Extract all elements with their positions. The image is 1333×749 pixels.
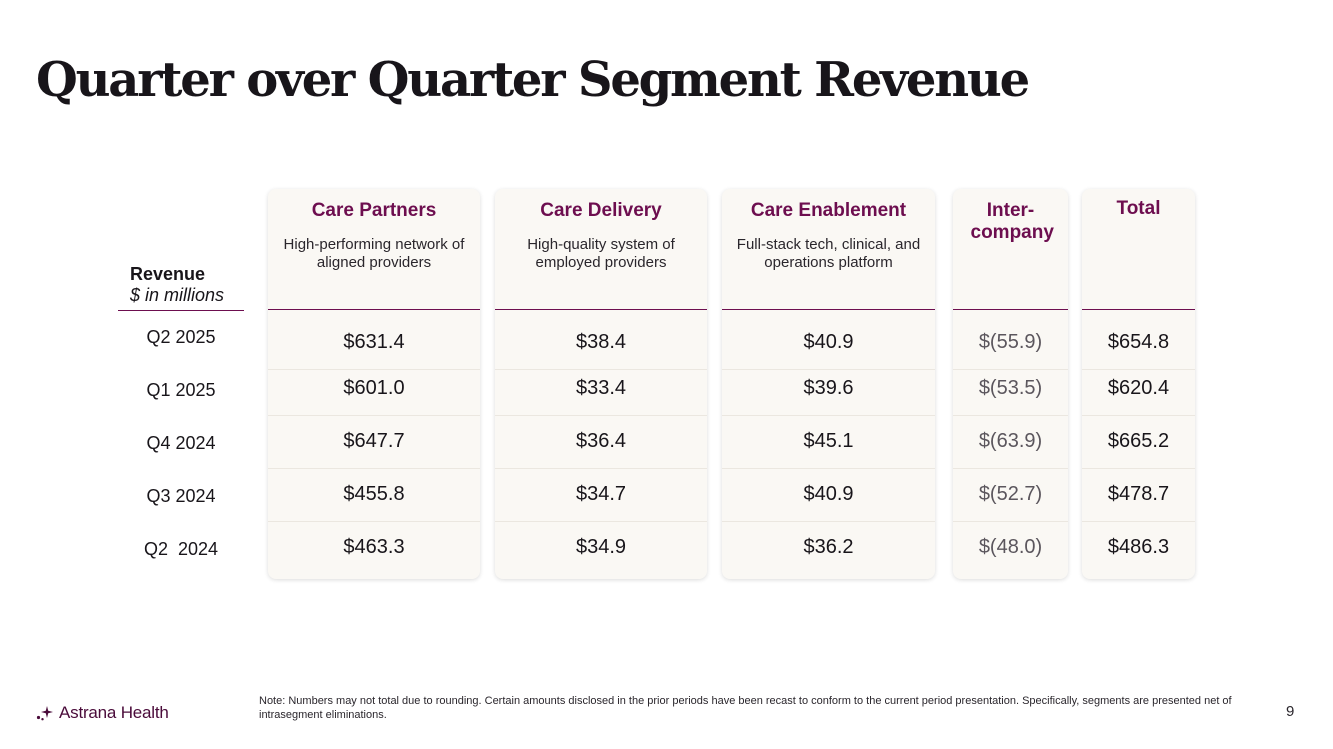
segment-header-divider: [268, 309, 480, 310]
value-cell: $40.9: [722, 316, 935, 370]
value-cell: $620.4: [1082, 362, 1195, 416]
period-label-4: Q2 2024: [143, 539, 219, 559]
company-logo: Astrana Health: [36, 703, 169, 723]
segment-card-care-partners: Care Partners High-performing network of…: [268, 189, 480, 579]
segment-name: Inter-company: [970, 200, 1054, 243]
value-cell: $34.9: [575, 536, 627, 558]
value-cell: $(48.0): [978, 536, 1043, 558]
revenue-header-divider: [118, 310, 244, 311]
value-cell: $40.9: [722, 468, 935, 522]
revenue-header: Revenue $ in millions: [130, 264, 250, 306]
segment-name: Total: [1116, 198, 1161, 219]
value-cell: $45.1: [722, 415, 935, 469]
period-label-1: Q1 2025: [146, 380, 216, 400]
period-label-0: Q2 2025: [146, 327, 216, 347]
segment-header-divider: [722, 309, 935, 310]
value-cell: $647.7: [268, 415, 480, 469]
segment-name: Care Partners: [311, 200, 437, 221]
value-cell: $38.4: [495, 316, 707, 370]
value-cell: $463.3: [343, 536, 405, 558]
segment-description: High-quality system of employed provider…: [527, 236, 675, 271]
value-cell: $486.3: [1107, 536, 1170, 558]
segment-name: Care Enablement: [750, 200, 907, 221]
value-cell: $455.8: [268, 468, 480, 522]
segment-header-divider: [495, 309, 707, 310]
period-label-3: Q3 2024: [146, 486, 216, 506]
value-cell: $33.4: [495, 362, 707, 416]
logo-text: Astrana Health: [59, 703, 169, 722]
value-cell: $36.2: [803, 536, 854, 558]
segment-card-care-enablement: Care Enablement Full-stack tech, clinica…: [722, 189, 935, 579]
value-cell: $631.4: [268, 316, 480, 370]
value-cell: $665.2: [1082, 415, 1195, 469]
value-cell: $(52.7): [953, 468, 1068, 522]
value-cell: $36.4: [495, 415, 707, 469]
segment-header-divider: [1082, 309, 1195, 310]
page-title: Quarter over Quarter Segment Revenue: [36, 52, 1030, 108]
segment-card-total: Total $654.8 $620.4 $665.2 $478.7 $486.3: [1082, 189, 1195, 579]
footnote: Note: Numbers may not total due to round…: [259, 695, 1232, 721]
value-cell: $39.6: [722, 362, 935, 416]
revenue-units: $ in millions: [130, 285, 225, 305]
value-cell: $34.7: [495, 468, 707, 522]
segment-name: Care Delivery: [540, 200, 662, 221]
segment-header-divider: [953, 309, 1068, 310]
value-cell: $478.7: [1082, 468, 1195, 522]
sparkle-logo-icon: [36, 706, 53, 721]
segment-description: High-performing network of aligned provi…: [283, 236, 465, 271]
value-cell: $(55.9): [953, 316, 1068, 370]
segment-description: Full-stack tech, clinical, and operation…: [736, 236, 921, 271]
period-label-2: Q4 2024: [146, 433, 216, 453]
value-cell: $654.8: [1082, 316, 1195, 370]
page-number: 9: [1286, 703, 1295, 720]
revenue-title: Revenue: [130, 264, 206, 284]
segment-card-inter-company: Inter-company $(55.9) $(53.5) $(63.9) $(…: [953, 189, 1068, 579]
value-cell: $601.0: [268, 362, 480, 416]
value-cell: $(63.9): [953, 415, 1068, 469]
segment-card-care-delivery: Care Delivery High-quality system of emp…: [495, 189, 707, 579]
value-cell: $(53.5): [953, 362, 1068, 416]
